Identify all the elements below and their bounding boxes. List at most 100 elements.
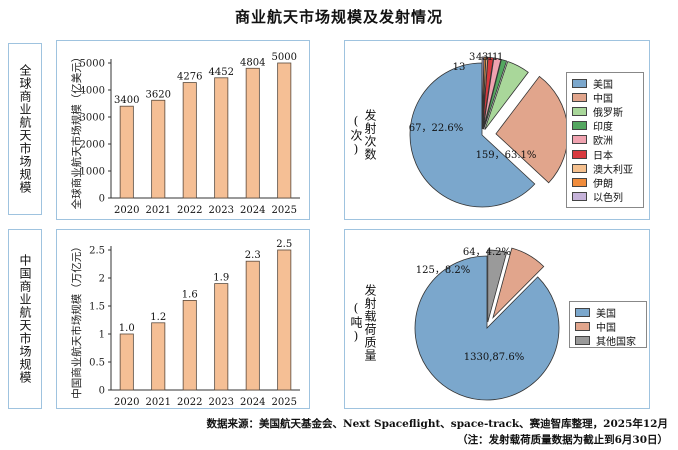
legend-swatch xyxy=(575,335,590,345)
pie-slice-label: 125，8.2% xyxy=(416,265,471,276)
y-tick-label: 2000 xyxy=(80,140,105,151)
bar-data-label: 2.5 xyxy=(276,239,292,250)
bar xyxy=(119,105,134,199)
legend-label: 俄罗斯 xyxy=(593,107,623,119)
legend-label: 印度 xyxy=(593,122,613,134)
legend-swatch xyxy=(572,192,587,202)
pie-slice xyxy=(482,57,502,130)
x-tick-label: 2023 xyxy=(209,205,234,216)
pie-slice xyxy=(409,62,536,208)
legend-item: 其他国家 xyxy=(575,333,641,348)
china-market-label-text: 中国商业航天市场规模 xyxy=(18,254,32,384)
legend-label: 中国 xyxy=(596,322,616,334)
legend-item: 伊朗 xyxy=(572,175,638,190)
x-tick-label: 2022 xyxy=(177,397,202,408)
x-tick-label: 2023 xyxy=(209,397,234,408)
legend-item: 中国 xyxy=(575,319,641,334)
legend-swatch xyxy=(575,321,590,331)
legend-item: 印度 xyxy=(572,119,638,133)
legend-item: 澳大利亚 xyxy=(572,161,638,176)
pie-slice-label: 13 xyxy=(453,62,466,73)
legend-swatch xyxy=(572,177,587,187)
legend-swatch xyxy=(572,149,587,159)
bar xyxy=(214,77,229,199)
launches-label-text: 发射次数(次) xyxy=(349,109,377,161)
bar xyxy=(245,260,260,391)
legend-label: 以色列 xyxy=(593,193,623,205)
y-tick-label: 0 xyxy=(99,386,105,397)
bar xyxy=(151,99,166,199)
legend-swatch xyxy=(572,121,587,131)
legend-swatch xyxy=(572,135,587,145)
x-tick-label: 2025 xyxy=(272,397,297,408)
bar-data-label: 1.6 xyxy=(182,289,198,300)
legend-swatch xyxy=(572,106,587,116)
pie-slice-label: 3 xyxy=(469,52,475,63)
bar-data-label: 3400 xyxy=(114,95,139,106)
x-tick-label: 2021 xyxy=(146,205,171,216)
bar xyxy=(214,283,229,391)
bar-data-label: 4452 xyxy=(209,67,234,78)
footnote: （注：发射载荷质量数据为截止到6月30日） xyxy=(457,434,668,446)
y-axis-label: 全球商业航天市场规模（亿美元） xyxy=(70,52,83,210)
legend-label: 日本 xyxy=(593,150,613,162)
pie-slice-label: 1 xyxy=(487,52,493,63)
x-tick-label: 2022 xyxy=(177,205,202,216)
payload-label-text: 发射载荷质量(吨) xyxy=(349,283,377,362)
bar-data-label: 4276 xyxy=(177,72,202,83)
bar-data-label: 5000 xyxy=(272,52,297,63)
pie-slice-label: 64，4.2% xyxy=(463,247,511,258)
pie-slice-label: 1 xyxy=(492,52,498,63)
y-tick-label: 0.5 xyxy=(89,358,105,369)
bar-data-label: 4804 xyxy=(240,57,265,68)
y-tick-label: 4000 xyxy=(80,86,105,97)
legend-label: 中国 xyxy=(593,93,613,105)
legend-swatch xyxy=(575,307,590,317)
y-tick-label: 2.5 xyxy=(89,246,105,257)
legend-item: 俄罗斯 xyxy=(572,104,638,119)
legend-item: 欧洲 xyxy=(572,133,638,147)
x-tick-label: 2024 xyxy=(240,397,265,408)
legend-swatch xyxy=(572,92,587,102)
source-note: 数据来源：美国航天基金会、Next Spaceflight、space-trac… xyxy=(206,418,668,430)
y-tick-label: 2 xyxy=(99,274,105,285)
x-tick-label: 2021 xyxy=(146,397,171,408)
legend-label: 伊朗 xyxy=(593,178,613,190)
legend-label: 欧洲 xyxy=(593,136,613,148)
bar-data-label: 3620 xyxy=(146,89,171,100)
pie-slice-label: 159，63.1% xyxy=(476,150,537,161)
x-tick-label: 2024 xyxy=(240,205,265,216)
global-market-label-text: 全球商业航天市场规模 xyxy=(18,64,32,194)
launches-label: 发射次数(次) xyxy=(349,95,377,175)
pie-slice xyxy=(481,56,485,130)
pie-slice-label: 1330,87.6% xyxy=(464,352,524,363)
legend-swatch xyxy=(572,78,587,88)
y-tick-label: 1.5 xyxy=(89,302,105,313)
bar xyxy=(277,249,292,391)
x-tick-label: 2020 xyxy=(114,205,139,216)
pie-slice-label: 1 xyxy=(497,52,503,63)
legend-label: 美国 xyxy=(596,308,616,320)
bar-data-label: 1.0 xyxy=(119,323,135,334)
pie-slice xyxy=(492,247,545,319)
payload-label: 发射载荷质量(吨) xyxy=(349,270,377,375)
legend-item: 以色列 xyxy=(572,190,638,204)
bar-data-label: 1.2 xyxy=(150,312,166,323)
china-market-label: 中国商业航天市场规模 xyxy=(8,229,42,409)
pie-slice xyxy=(487,249,508,323)
legend-item: 日本 xyxy=(572,147,638,162)
pie-slice-label: 67，22.6% xyxy=(409,123,464,134)
legend-label: 美国 xyxy=(593,79,613,91)
bar-data-label: 2.3 xyxy=(245,250,261,261)
pie-slice-label: 4 xyxy=(476,52,482,63)
x-tick-label: 2020 xyxy=(114,397,139,408)
bar xyxy=(245,67,260,199)
y-tick-label: 3000 xyxy=(80,113,105,124)
page-title: 商业航天市场规模及发射情况 xyxy=(234,8,443,26)
pie-slice xyxy=(414,255,560,401)
y-tick-label: 0 xyxy=(99,194,105,205)
legend-swatch xyxy=(572,163,587,173)
